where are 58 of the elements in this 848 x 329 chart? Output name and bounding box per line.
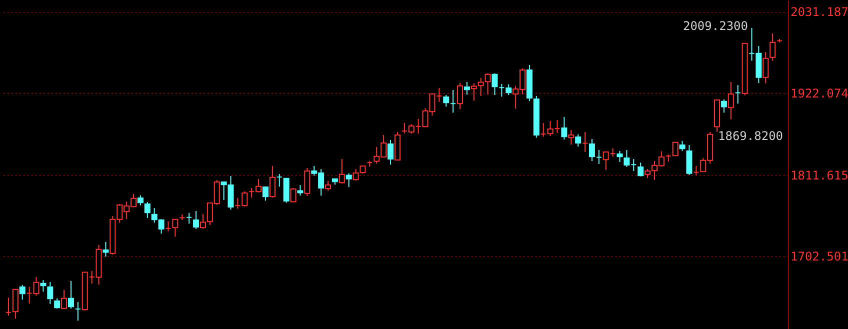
candlestick (575, 134, 582, 148)
candlestick (770, 32, 776, 62)
candlestick (492, 72, 498, 96)
candlestick (61, 290, 68, 310)
candlestick (338, 158, 345, 184)
candlestick (5, 297, 12, 316)
candlestick (734, 84, 741, 104)
candlestick (638, 162, 644, 177)
y-tick-label: 1702.501 (790, 250, 848, 264)
candlestick (346, 172, 352, 188)
candlestick (616, 150, 623, 162)
candlestick (568, 129, 574, 146)
candlestick (40, 279, 46, 292)
candlestick (12, 288, 18, 320)
annotation: 2009.2300 (682, 19, 748, 33)
candlestick (762, 52, 769, 84)
candlestick (720, 98, 727, 114)
candlestick (137, 194, 144, 206)
candlestick (582, 131, 588, 152)
candlestick (172, 218, 178, 238)
candlestick (283, 178, 290, 204)
annotation: 1869.8200 (718, 129, 784, 143)
candlestick (561, 116, 568, 140)
candlestick (269, 165, 276, 198)
candlestick (679, 140, 686, 152)
candlestick (262, 186, 268, 202)
candlestick (686, 144, 692, 176)
candlestick (693, 165, 700, 176)
y-tick-label: 1811.615 (790, 168, 848, 182)
candlestick (325, 180, 332, 192)
candlestick (165, 220, 172, 232)
candlestick (596, 149, 602, 164)
candlestick (19, 284, 26, 300)
candlestick (47, 281, 54, 304)
candlestick (388, 139, 394, 166)
candlestick (68, 280, 74, 310)
candlestick (74, 301, 81, 322)
candlestick (728, 81, 734, 120)
candlestick (470, 82, 477, 102)
candlestick (464, 81, 470, 96)
candlestick (193, 210, 200, 230)
candlestick (443, 94, 450, 108)
candlestick (102, 241, 109, 258)
candlestick (484, 72, 491, 96)
candlestick (456, 82, 463, 110)
candlestick (588, 138, 595, 162)
candlestick (276, 174, 282, 188)
y-tick-label: 2031.187 (790, 5, 848, 20)
candlestick (478, 77, 484, 96)
candlestick (54, 298, 60, 310)
candlestick (297, 184, 304, 196)
candlestick (186, 212, 192, 224)
candlestick (144, 202, 150, 218)
candlestick (290, 188, 296, 203)
candlestick (304, 167, 310, 196)
candlestick (200, 213, 206, 230)
candlestick (450, 89, 456, 114)
y-tick-label: 1922.074 (790, 86, 848, 100)
